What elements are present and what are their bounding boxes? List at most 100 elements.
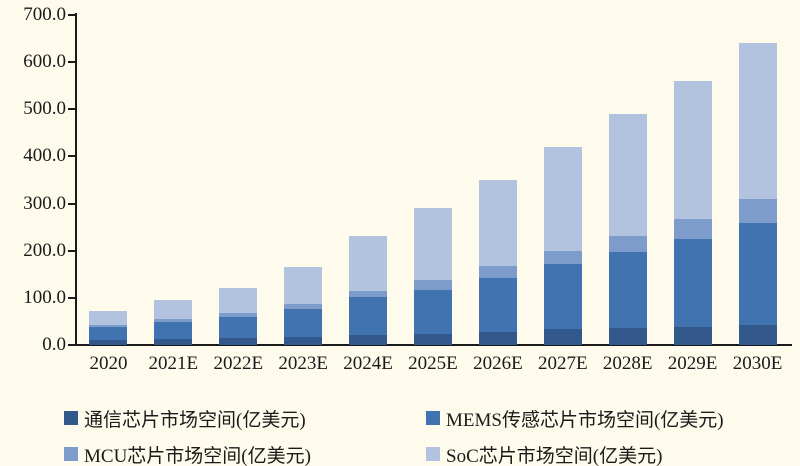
x-tick-label: 2028E bbox=[602, 353, 653, 374]
y-tick-mark bbox=[68, 61, 76, 64]
bar-segment bbox=[284, 337, 323, 345]
y-tick-label: 500.0 bbox=[23, 98, 66, 120]
legend-swatch bbox=[64, 411, 78, 425]
bar-segment bbox=[673, 218, 712, 239]
bar-2024E bbox=[349, 235, 388, 345]
y-tick-label: 600.0 bbox=[23, 51, 66, 73]
bar-2030E bbox=[738, 42, 777, 345]
bar-segment bbox=[608, 235, 647, 253]
bar-segment bbox=[738, 223, 777, 325]
bar-segment bbox=[89, 311, 128, 325]
bar-2022E bbox=[219, 287, 258, 345]
bar-segment bbox=[608, 114, 647, 236]
bar-segment bbox=[89, 340, 128, 345]
x-axis-line bbox=[74, 344, 792, 346]
bar-2028E bbox=[608, 114, 647, 345]
bar-segment bbox=[284, 308, 323, 337]
bar-segment bbox=[478, 277, 517, 332]
bar-segment bbox=[738, 198, 777, 224]
bar-2026E bbox=[478, 180, 517, 345]
bar-segment bbox=[154, 321, 193, 339]
legend-item: 通信芯片市场空间(亿美元) bbox=[64, 407, 306, 431]
bar-segment bbox=[413, 207, 452, 280]
x-tick-label: 2025E bbox=[408, 353, 458, 374]
bar-segment bbox=[154, 338, 193, 345]
y-tick-mark bbox=[68, 249, 76, 252]
y-tick-mark bbox=[68, 155, 76, 158]
bar-2021E bbox=[154, 300, 193, 345]
bar-segment bbox=[89, 324, 128, 328]
bar-segment bbox=[349, 334, 388, 345]
y-tick-label: 200.0 bbox=[23, 239, 66, 261]
legend-label: 通信芯片市场空间(亿美元) bbox=[84, 409, 306, 431]
bar-segment bbox=[89, 327, 128, 341]
x-tick-label: 2030E bbox=[732, 353, 783, 374]
x-tick-label: 2024E bbox=[343, 353, 393, 374]
bar-segment bbox=[673, 238, 712, 328]
bar-segment bbox=[219, 287, 258, 314]
x-tick-label: 2023E bbox=[278, 353, 328, 374]
bar-segment bbox=[543, 147, 582, 251]
y-tick-mark bbox=[68, 202, 76, 205]
legend-item: MCU芯片市场空间(亿美元) bbox=[64, 443, 311, 466]
y-tick-mark bbox=[68, 344, 76, 346]
y-axis-line bbox=[75, 13, 77, 346]
x-tick-label: 2029E bbox=[667, 353, 718, 374]
bar-segment bbox=[673, 81, 712, 219]
bar-segment bbox=[413, 290, 452, 334]
bar-2025E bbox=[413, 207, 452, 345]
y-tick-label: 0.0 bbox=[42, 334, 66, 355]
legend-label: SoC芯片市场空间(亿美元) bbox=[446, 445, 663, 466]
x-tick-label: 2021E bbox=[148, 353, 199, 374]
bar-segment bbox=[219, 313, 258, 317]
y-tick-label: 100.0 bbox=[23, 286, 66, 308]
x-tick-label: 2026E bbox=[473, 353, 523, 374]
y-tick-label: 400.0 bbox=[23, 145, 66, 167]
bar-segment bbox=[478, 266, 517, 278]
legend-label: MEMS传感芯片市场空间(亿美元) bbox=[446, 409, 724, 431]
bar-segment bbox=[543, 263, 582, 330]
legend-swatch bbox=[426, 411, 440, 425]
bar-segment bbox=[738, 324, 777, 345]
bar-2027E bbox=[543, 147, 582, 345]
x-tick-label: 2022E bbox=[213, 353, 264, 374]
bar-segment bbox=[284, 267, 323, 305]
bar-segment bbox=[478, 331, 517, 345]
bar-segment bbox=[543, 250, 582, 264]
bar-segment bbox=[349, 290, 388, 297]
bar-2020 bbox=[89, 311, 128, 345]
bar-2029E bbox=[673, 81, 712, 345]
y-tick-mark bbox=[68, 14, 76, 16]
bar-2023E bbox=[284, 267, 323, 345]
bar-segment bbox=[219, 337, 258, 345]
y-tick-label: 300.0 bbox=[23, 192, 66, 214]
bar-segment bbox=[608, 328, 647, 345]
legend-label: MCU芯片市场空间(亿美元) bbox=[84, 445, 311, 466]
y-tick-mark bbox=[68, 296, 76, 299]
x-tick-label: 2020 bbox=[89, 353, 128, 374]
bar-segment bbox=[154, 319, 193, 322]
y-tick-label: 700.0 bbox=[23, 4, 66, 25]
bar-segment bbox=[413, 333, 452, 345]
legend-item: SoC芯片市场空间(亿美元) bbox=[426, 443, 663, 466]
bar-segment bbox=[154, 300, 193, 320]
x-tick-label: 2027E bbox=[537, 353, 588, 374]
bar-segment bbox=[349, 296, 388, 335]
bar-segment bbox=[219, 316, 258, 338]
bar-series-container bbox=[76, 15, 790, 345]
bar-segment bbox=[738, 42, 777, 199]
y-tick-mark bbox=[68, 108, 76, 111]
bar-segment bbox=[478, 180, 517, 267]
bar-segment bbox=[284, 304, 323, 309]
bar-segment bbox=[349, 235, 388, 291]
bar-segment bbox=[543, 329, 582, 345]
bar-segment bbox=[608, 252, 647, 329]
bar-segment bbox=[673, 327, 712, 345]
legend-swatch bbox=[426, 447, 440, 461]
legend-swatch bbox=[64, 447, 78, 461]
legend-item: MEMS传感芯片市场空间(亿美元) bbox=[426, 407, 724, 431]
x-axis: 2020 2021E 2022E 2023E 2024E 2025E 2026E 2027E 2… bbox=[76, 353, 790, 375]
plot-area bbox=[76, 15, 790, 345]
bar-segment bbox=[413, 279, 452, 291]
